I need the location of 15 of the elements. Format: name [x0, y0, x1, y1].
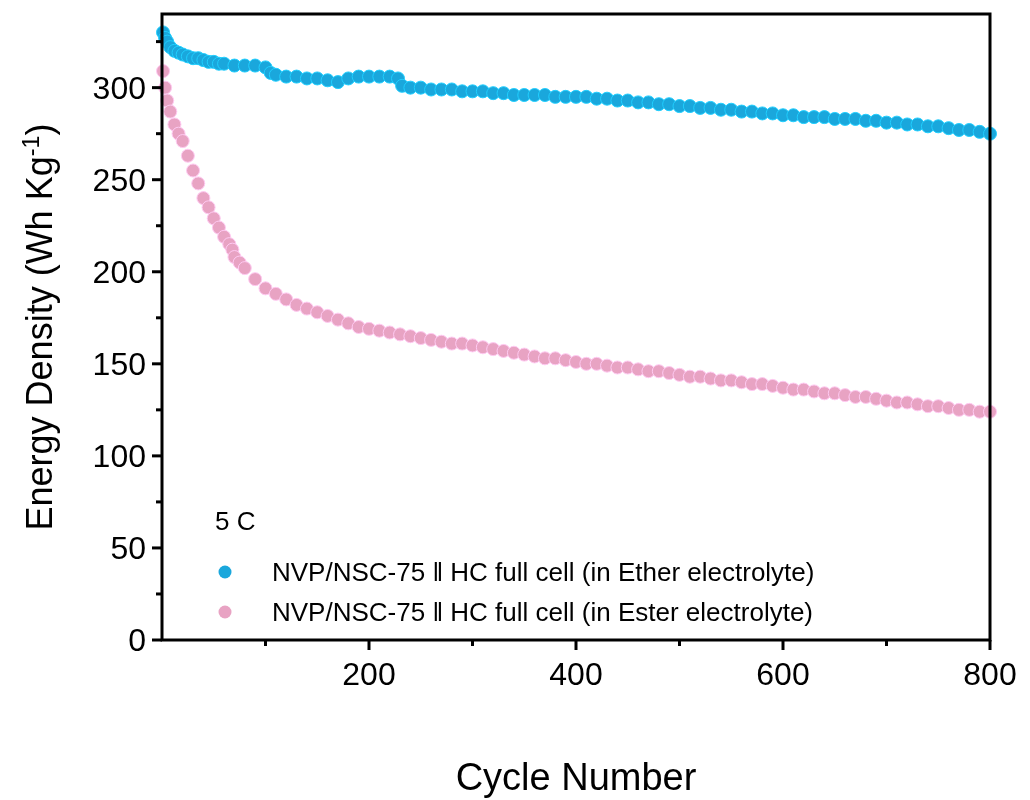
x-tick-label: 600	[756, 656, 810, 692]
y-tick-label: 250	[92, 161, 146, 198]
x-tick-label: 800	[963, 656, 1017, 692]
y-tick-label: 300	[92, 69, 146, 106]
legend-label: NVP/NSC-75 ‖ HC full cell (in Ester electrolyte)	[272, 597, 813, 627]
legend-title: 5 C	[215, 506, 256, 536]
y-tick-label: 50	[110, 529, 146, 566]
x-axis-title: Cycle Number	[455, 756, 697, 798]
y-tick-label: 150	[92, 345, 146, 382]
legend-label: NVP/NSC-75 ‖ HC full cell (in Ether electrolyte)	[272, 557, 815, 587]
x-tick-label: 200	[342, 656, 396, 692]
y-tick-label: 100	[92, 437, 146, 474]
y-tick-label: 200	[92, 253, 146, 290]
x-tick-label: 400	[549, 656, 603, 692]
y-tick-label: 0	[128, 622, 146, 658]
